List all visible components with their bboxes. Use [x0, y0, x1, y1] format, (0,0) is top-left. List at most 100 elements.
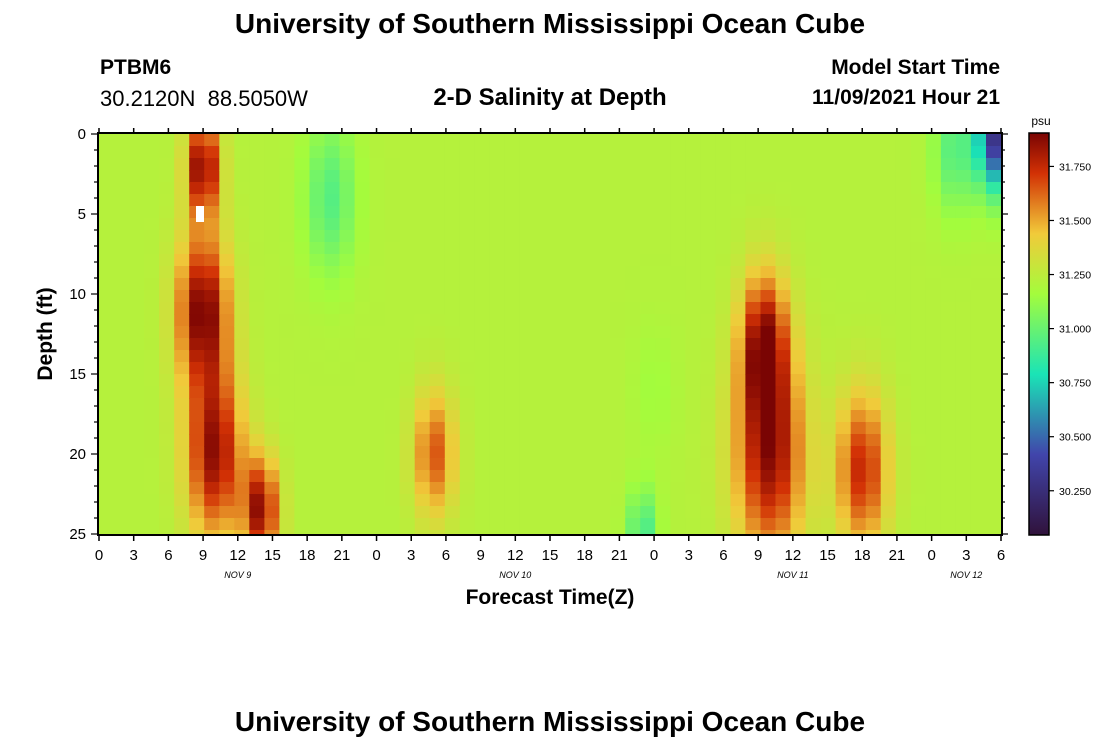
heatmap-cell — [114, 230, 130, 243]
heatmap-cell — [850, 506, 867, 519]
heatmap-cell — [279, 290, 295, 303]
heatmap-cell — [565, 158, 581, 171]
heatmap-cell — [880, 410, 897, 423]
heatmap-cell — [670, 278, 686, 291]
heatmap-cell — [715, 302, 731, 315]
heatmap-cell — [895, 314, 912, 327]
heatmap-cell — [865, 338, 882, 351]
heatmap-cell — [324, 290, 341, 303]
heatmap-cell — [865, 254, 882, 267]
heatmap-cell — [294, 434, 310, 447]
heatmap-cell — [504, 410, 521, 423]
heatmap-cell — [700, 266, 716, 279]
heatmap-cell — [129, 470, 145, 483]
heatmap-cell — [730, 326, 746, 339]
heatmap-cell — [640, 146, 656, 159]
heatmap-cell — [204, 386, 220, 399]
heatmap-cell — [790, 182, 807, 195]
heatmap-cell — [114, 518, 130, 531]
heatmap-cell — [234, 158, 250, 171]
heatmap-cell — [144, 182, 160, 195]
heatmap-cell — [955, 458, 972, 471]
heatmap-cell — [940, 134, 957, 147]
heatmap-cell — [144, 458, 160, 471]
colorbar-tick-label: 31.750 — [1059, 161, 1091, 173]
heatmap-cell — [610, 206, 626, 219]
heatmap-cell — [474, 326, 491, 339]
heatmap-cell — [565, 530, 581, 535]
colorbar-tick-label: 31.000 — [1059, 324, 1091, 336]
heatmap-cell — [144, 386, 160, 399]
heatmap-cell — [775, 386, 792, 399]
heatmap-cell — [820, 434, 837, 447]
heatmap-cell — [459, 302, 476, 315]
heatmap-cell — [234, 314, 250, 327]
heatmap-cell — [144, 398, 160, 411]
heatmap-cell — [880, 302, 897, 315]
heatmap-cell — [940, 470, 957, 483]
heatmap-cell — [504, 470, 521, 483]
heatmap-cell — [565, 218, 581, 231]
heatmap-cell — [655, 146, 671, 159]
heatmap-cell — [189, 170, 205, 183]
heatmap-cell — [519, 302, 536, 315]
heatmap-cell — [204, 218, 220, 231]
heatmap-cell — [189, 410, 205, 423]
heatmap-cell — [715, 146, 731, 159]
heatmap-cell — [309, 134, 326, 147]
heatmap-cell — [835, 206, 852, 219]
heatmap-cell — [595, 290, 611, 303]
heatmap-cell — [144, 218, 160, 231]
heatmap-cell — [429, 422, 446, 435]
heatmap-cell — [354, 170, 371, 183]
heatmap-cell — [129, 170, 145, 183]
heatmap-cell — [850, 278, 867, 291]
heatmap-cell — [429, 446, 446, 459]
heatmap-cell — [129, 278, 145, 291]
heatmap-cell — [955, 134, 972, 147]
heatmap-cell — [670, 398, 686, 411]
heatmap-cell — [670, 326, 686, 339]
heatmap-cell — [129, 206, 145, 219]
heatmap-cell — [294, 314, 310, 327]
heatmap-cell — [850, 314, 867, 327]
heatmap-cell — [760, 518, 777, 531]
heatmap-cell — [835, 230, 852, 243]
heatmap-cell — [174, 230, 190, 243]
heatmap-cell — [760, 446, 777, 459]
heatmap-cell — [384, 278, 401, 291]
heatmap-cell — [354, 494, 371, 507]
heatmap-cell — [805, 170, 822, 183]
heatmap-cell — [264, 518, 280, 531]
heatmap-cell — [880, 158, 897, 171]
heatmap-cell — [910, 278, 927, 291]
heatmap-cell — [159, 158, 175, 171]
heatmap-cell — [294, 494, 310, 507]
heatmap-cell — [655, 458, 671, 471]
heatmap-cell — [504, 506, 521, 519]
heatmap-cell — [910, 458, 927, 471]
heatmap-cell — [399, 218, 416, 231]
heatmap-cell — [459, 530, 476, 535]
heatmap-cell — [504, 362, 521, 375]
heatmap-cell — [986, 494, 1002, 507]
heatmap-cell — [550, 350, 566, 363]
heatmap-cell — [550, 254, 566, 267]
heatmap-cell — [865, 482, 882, 495]
heatmap-cell — [970, 290, 987, 303]
heatmap-cell — [790, 458, 807, 471]
heatmap-cell — [324, 302, 341, 315]
heatmap-cell — [294, 362, 310, 375]
heatmap-cell — [685, 410, 701, 423]
heatmap-cell — [414, 290, 431, 303]
heatmap-cell — [369, 314, 386, 327]
heatmap-cell — [99, 134, 115, 147]
heatmap-cell — [444, 494, 461, 507]
heatmap-cell — [504, 530, 521, 535]
heatmap-cell — [760, 350, 777, 363]
heatmap-cell — [444, 206, 461, 219]
heatmap-cell — [805, 254, 822, 267]
heatmap-cell — [204, 398, 220, 411]
heatmap-cell — [414, 338, 431, 351]
heatmap-cell — [489, 518, 506, 531]
